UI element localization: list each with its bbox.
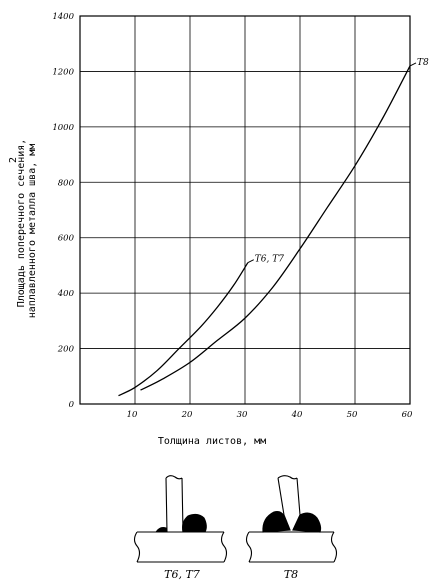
series-labels: T6, T7 T8 — [247, 58, 429, 265]
plot-frame — [79, 15, 411, 405]
series-line — [140, 65, 411, 391]
y-axis-title: Площадь поперечного сечения, наплавленно… — [8, 139, 38, 319]
x-tick-label: 20 — [181, 410, 193, 420]
y-axis-title-superscript: 2 — [8, 157, 19, 163]
x-tick-label: 60 — [402, 410, 413, 420]
y-tick-label: 600 — [58, 234, 75, 244]
series-line — [118, 262, 249, 397]
series-label: T6, T7 — [255, 255, 284, 265]
series-label: T8 — [417, 58, 429, 68]
joint-label-t6-t7: T6, T7 — [164, 568, 200, 581]
y-tick-label: 1200 — [52, 67, 74, 77]
x-axis-ticks: 10 20 30 40 50 60 — [127, 410, 413, 420]
series-label-leader — [247, 259, 254, 264]
chart-grid — [80, 15, 411, 405]
y-axis-title-line2: наплавленного металла шва, мм — [27, 144, 38, 319]
joint-sketch-t8 — [245, 475, 338, 563]
y-tick-label: 800 — [58, 178, 75, 188]
x-tick-label: 30 — [237, 410, 248, 420]
x-axis-title: Толщина листов, мм — [158, 436, 266, 447]
y-tick-label: 0 — [69, 400, 75, 410]
y-tick-label: 200 — [57, 345, 75, 355]
chart-series — [118, 65, 411, 397]
y-tick-label: 1000 — [52, 123, 74, 133]
joint-sketch-t6-t7 — [133, 475, 228, 563]
x-tick-label: 10 — [127, 410, 138, 420]
x-tick-label: 40 — [291, 410, 303, 420]
y-axis-ticks: 0 200 400 600 800 1000 1200 1400 — [52, 12, 74, 410]
x-tick-label: 50 — [347, 410, 358, 420]
y-tick-label: 400 — [57, 289, 75, 299]
y-axis-title-line1: Площадь поперечного сечения, — [16, 139, 27, 308]
y-tick-label: 1400 — [52, 12, 74, 22]
joint-label-t8: T8 — [284, 568, 298, 581]
series-label-leader — [409, 62, 417, 67]
